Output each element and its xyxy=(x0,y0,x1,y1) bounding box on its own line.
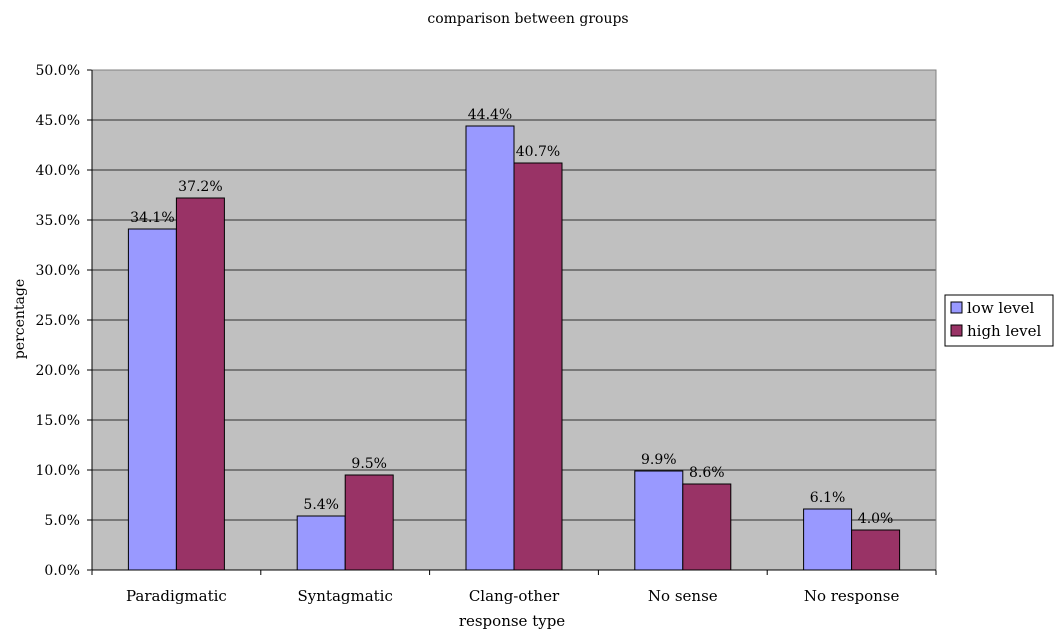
bar-high-level xyxy=(682,483,732,571)
legend: low level high level xyxy=(944,294,1054,347)
legend-swatch xyxy=(950,301,963,314)
bar-low-level xyxy=(634,470,684,571)
bar-low-level xyxy=(803,508,853,571)
y-tick-label: 15.0% xyxy=(36,413,80,429)
x-axis-label: response type xyxy=(459,612,565,629)
bar-high-level xyxy=(344,474,394,571)
bar-high-level xyxy=(175,197,225,571)
y-tick-label: 10.0% xyxy=(36,463,80,479)
y-tick-label: 25.0% xyxy=(36,313,80,329)
data-label: 6.1% xyxy=(810,490,846,506)
y-axis-ticks: 0.0% 5.0% 10.0% 15.0% 20.0% 25.0% 30.0% 35.0% 40… xyxy=(36,63,92,579)
y-axis-label: percentage xyxy=(12,279,28,359)
legend-label: high level xyxy=(967,322,1042,340)
chart-title: comparison between groups xyxy=(427,11,628,27)
x-tick-label: No sense xyxy=(648,587,718,605)
y-tick-label: 45.0% xyxy=(36,113,80,129)
legend-swatch xyxy=(950,324,963,337)
y-tick-label: 40.0% xyxy=(36,163,80,179)
data-label: 34.1% xyxy=(130,210,174,226)
x-axis-ticks: Paradigmatic Syntagmatic Clang-other No sen… xyxy=(91,570,937,605)
y-tick-label: 20.0% xyxy=(36,363,80,379)
bar-high-level xyxy=(513,162,563,571)
legend-box xyxy=(944,294,1054,347)
x-tick-label: No response xyxy=(804,587,900,605)
data-label: 9.5% xyxy=(351,456,387,472)
y-tick-label: 50.0% xyxy=(36,63,80,79)
legend-label: low level xyxy=(967,299,1034,317)
y-tick-label: 0.0% xyxy=(44,563,80,579)
bar-low-level xyxy=(296,515,346,571)
data-label: 40.7% xyxy=(516,144,560,160)
y-tick-label: 30.0% xyxy=(36,263,80,279)
data-labels: 34.1%37.2% 5.4% 9.5% 44.4% 40.7% 9.9% 8.6% 6.1%… xyxy=(130,107,893,527)
data-label: 4.0% xyxy=(858,511,894,527)
data-label: 9.9% xyxy=(641,452,677,468)
x-tick-label: Syntagmatic xyxy=(298,587,393,605)
data-label: 37.2% xyxy=(178,179,222,195)
data-label: 44.4% xyxy=(468,107,512,123)
x-tick-label: Clang-other xyxy=(469,587,560,605)
y-tick-label: 5.0% xyxy=(44,513,80,529)
bar-high-level xyxy=(851,529,901,571)
bars xyxy=(127,125,901,571)
y-tick-label: 35.0% xyxy=(36,213,80,229)
bar-low-level xyxy=(127,228,177,571)
data-label: 8.6% xyxy=(689,465,725,481)
bar-low-level xyxy=(465,125,515,571)
x-tick-label: Paradigmatic xyxy=(126,587,227,605)
plot-area: 0.0% 5.0% 10.0% 15.0% 20.0% 25.0% 30.0% 35.0% 40… xyxy=(36,63,937,605)
plot-border xyxy=(91,69,937,571)
data-label: 5.4% xyxy=(303,497,339,513)
